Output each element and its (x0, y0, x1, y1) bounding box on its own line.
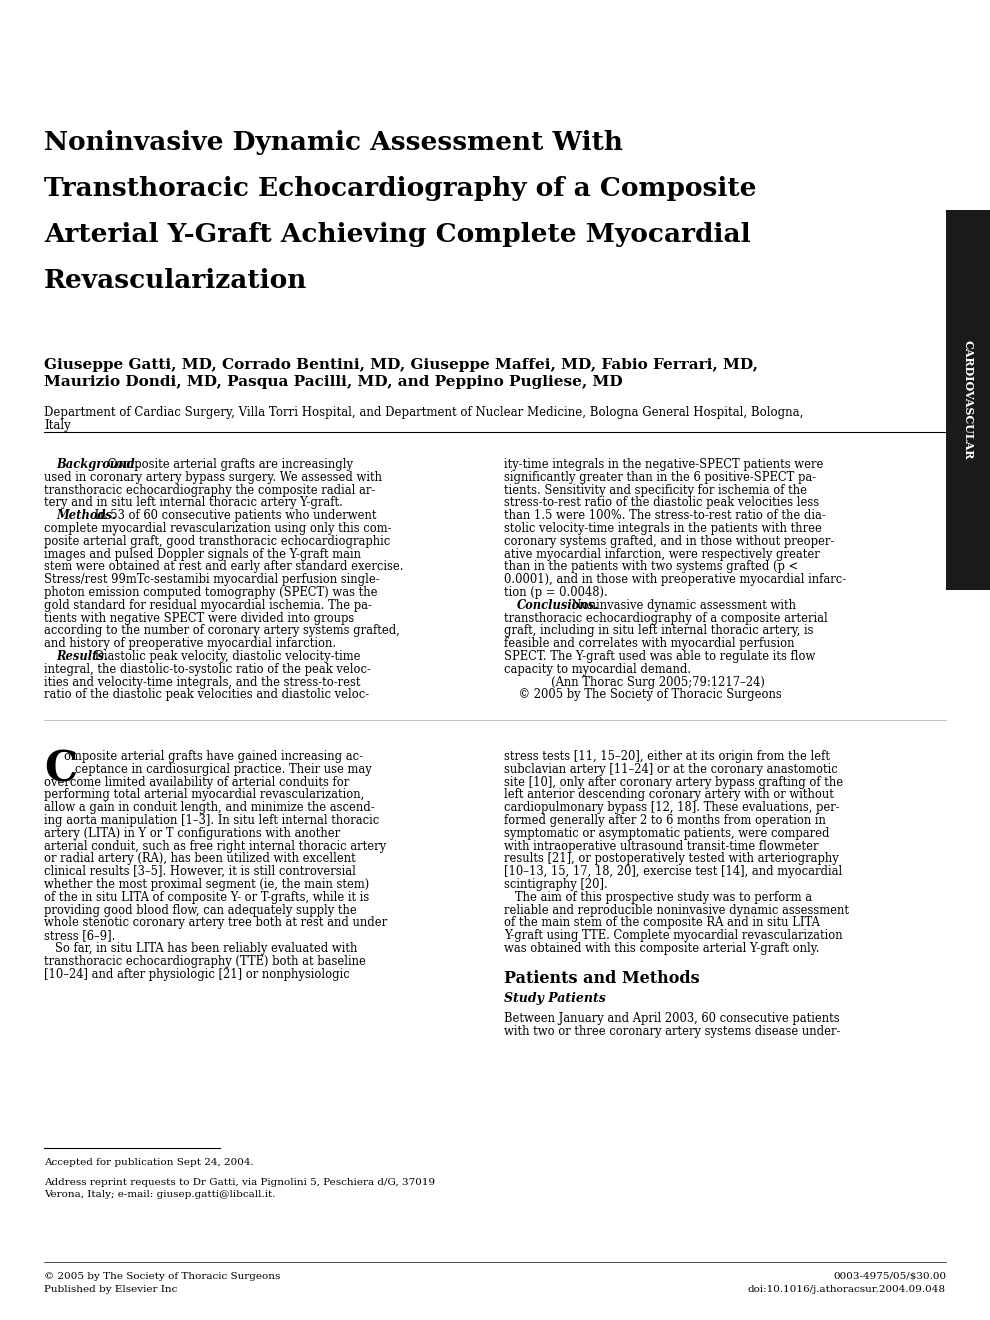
Text: artery (LITA) in Y or T configurations with another: artery (LITA) in Y or T configurations w… (44, 826, 341, 840)
Text: 0.0001), and in those with preoperative myocardial infarc-: 0.0001), and in those with preoperative … (504, 573, 846, 586)
Text: of the main stem of the composite RA and in situ LITA: of the main stem of the composite RA and… (504, 916, 820, 929)
Text: Stress/rest 99mTc-sestamibi myocardial perfusion single-: Stress/rest 99mTc-sestamibi myocardial p… (44, 573, 379, 586)
Text: So far, in situ LITA has been reliably evaluated with: So far, in situ LITA has been reliably e… (44, 942, 357, 954)
Text: Composite arterial grafts are increasingly: Composite arterial grafts are increasing… (104, 458, 353, 471)
Text: or radial artery (RA), has been utilized with excellent: or radial artery (RA), has been utilized… (44, 853, 355, 866)
Text: was obtained with this composite arterial Y-graft only.: was obtained with this composite arteria… (504, 942, 820, 954)
Text: stress tests [11, 15–20], either at its origin from the left: stress tests [11, 15–20], either at its … (504, 750, 830, 763)
Text: whole stenotic coronary artery tree both at rest and under: whole stenotic coronary artery tree both… (44, 916, 387, 929)
Text: with intraoperative ultrasound transit-time flowmeter: with intraoperative ultrasound transit-t… (504, 840, 819, 853)
Text: [10–24] and after physiologic [21] or nonphysiologic: [10–24] and after physiologic [21] or no… (44, 968, 349, 981)
Text: stress [6–9].: stress [6–9]. (44, 929, 116, 942)
Text: Published by Elsevier Inc: Published by Elsevier Inc (44, 1284, 177, 1294)
Text: CARDIOVASCULAR: CARDIOVASCULAR (962, 341, 973, 459)
Text: stolic velocity-time integrals in the patients with three: stolic velocity-time integrals in the pa… (504, 521, 822, 535)
Text: Between January and April 2003, 60 consecutive patients: Between January and April 2003, 60 conse… (504, 1012, 840, 1026)
Text: providing good blood flow, can adequately supply the: providing good blood flow, can adequatel… (44, 904, 356, 916)
Text: ities and velocity-time integrals, and the stress-to-rest: ities and velocity-time integrals, and t… (44, 676, 360, 689)
Text: Diastolic peak velocity, diastolic velocity-time: Diastolic peak velocity, diastolic veloc… (91, 649, 360, 663)
Text: tion (p = 0.0048).: tion (p = 0.0048). (504, 586, 608, 599)
Text: In 53 of 60 consecutive patients who underwent: In 53 of 60 consecutive patients who und… (91, 510, 376, 523)
Text: Department of Cardiac Surgery, Villa Torri Hospital, and Department of Nuclear M: Department of Cardiac Surgery, Villa Tor… (44, 407, 803, 418)
Text: Noninvasive Dynamic Assessment With: Noninvasive Dynamic Assessment With (44, 129, 623, 154)
Text: results [21], or postoperatively tested with arteriography: results [21], or postoperatively tested … (504, 853, 839, 866)
Bar (946, 210, 990, 590)
Text: with two or three coronary artery systems disease under-: with two or three coronary artery system… (504, 1024, 841, 1038)
Text: Y-graft using TTE. Complete myocardial revascularization: Y-graft using TTE. Complete myocardial r… (504, 929, 842, 942)
Text: SPECT. The Y-graft used was able to regulate its flow: SPECT. The Y-graft used was able to regu… (504, 649, 816, 663)
Text: arterial conduit, such as free right internal thoracic artery: arterial conduit, such as free right int… (44, 840, 386, 853)
Text: scintigraphy [20].: scintigraphy [20]. (504, 878, 608, 891)
Text: stress-to-rest ratio of the diastolic peak velocities less: stress-to-rest ratio of the diastolic pe… (504, 496, 819, 510)
Text: allow a gain in conduit length, and minimize the ascend-: allow a gain in conduit length, and mini… (44, 801, 374, 814)
Text: Maurizio Dondi, MD, Pasqua Pacilli, MD, and Peppino Pugliese, MD: Maurizio Dondi, MD, Pasqua Pacilli, MD, … (44, 375, 623, 389)
Text: left anterior descending coronary artery with or without: left anterior descending coronary artery… (504, 788, 834, 801)
Text: Results.: Results. (56, 649, 109, 663)
Text: Study Patients: Study Patients (504, 993, 606, 1005)
Text: (Ann Thorac Surg 2005;79:1217–24): (Ann Thorac Surg 2005;79:1217–24) (504, 676, 765, 689)
Text: of the in situ LITA of composite Y- or T-grafts, while it is: of the in situ LITA of composite Y- or T… (44, 891, 369, 904)
Text: tery and in situ left internal thoracic artery Y-graft.: tery and in situ left internal thoracic … (44, 496, 343, 510)
Text: significantly greater than in the 6 positive-SPECT pa-: significantly greater than in the 6 posi… (504, 471, 816, 484)
Text: clinical results [3–5]. However, it is still controversial: clinical results [3–5]. However, it is s… (44, 865, 355, 878)
Text: Address reprint requests to Dr Gatti, via Pignolini 5, Peschiera d/G, 37019: Address reprint requests to Dr Gatti, vi… (44, 1177, 436, 1187)
Text: reliable and reproducible noninvasive dynamic assessment: reliable and reproducible noninvasive dy… (504, 904, 849, 916)
Text: omposite arterial grafts have gained increasing ac-: omposite arterial grafts have gained inc… (64, 750, 363, 763)
Text: Background.: Background. (56, 458, 140, 471)
Text: © 2005 by The Society of Thoracic Surgeons: © 2005 by The Society of Thoracic Surgeo… (504, 689, 782, 701)
Text: stem were obtained at rest and early after standard exercise.: stem were obtained at rest and early aft… (44, 561, 404, 573)
Text: ceptance in cardiosurgical practice. Their use may: ceptance in cardiosurgical practice. The… (64, 763, 372, 776)
Text: posite arterial graft, good transthoracic echocardiographic: posite arterial graft, good transthoraci… (44, 535, 390, 548)
Text: Patients and Methods: Patients and Methods (504, 970, 700, 987)
Text: graft, including in situ left internal thoracic artery, is: graft, including in situ left internal t… (504, 624, 814, 638)
Text: 0003-4975/05/$30.00: 0003-4975/05/$30.00 (833, 1272, 946, 1280)
Text: Methods.: Methods. (56, 510, 117, 523)
Text: performing total arterial myocardial revascularization,: performing total arterial myocardial rev… (44, 788, 364, 801)
Text: used in coronary artery bypass surgery. We assessed with: used in coronary artery bypass surgery. … (44, 471, 382, 484)
Text: formed generally after 2 to 6 months from operation in: formed generally after 2 to 6 months fro… (504, 814, 826, 828)
Text: ity-time integrals in the negative-SPECT patients were: ity-time integrals in the negative-SPECT… (504, 458, 824, 471)
Text: C: C (44, 748, 77, 789)
Text: Italy: Italy (44, 418, 70, 432)
Text: tients with negative SPECT were divided into groups: tients with negative SPECT were divided … (44, 611, 354, 624)
Text: ratio of the diastolic peak velocities and diastolic veloc-: ratio of the diastolic peak velocities a… (44, 689, 369, 701)
Text: transthoracic echocardiography the composite radial ar-: transthoracic echocardiography the compo… (44, 483, 375, 496)
Text: symptomatic or asymptomatic patients, were compared: symptomatic or asymptomatic patients, we… (504, 826, 830, 840)
Text: transthoracic echocardiography (TTE) both at baseline: transthoracic echocardiography (TTE) bot… (44, 954, 366, 968)
Text: ative myocardial infarction, were respectively greater: ative myocardial infarction, were respec… (504, 548, 820, 561)
Text: Conclusions.: Conclusions. (517, 599, 599, 611)
Text: coronary systems grafted, and in those without preoper-: coronary systems grafted, and in those w… (504, 535, 835, 548)
Text: capacity to myocardial demand.: capacity to myocardial demand. (504, 663, 691, 676)
Text: [10–13, 15, 17, 18, 20], exercise test [14], and myocardial: [10–13, 15, 17, 18, 20], exercise test [… (504, 865, 842, 878)
Text: feasible and correlates with myocardial perfusion: feasible and correlates with myocardial … (504, 638, 795, 651)
Text: integral, the diastolic-to-systolic ratio of the peak veloc-: integral, the diastolic-to-systolic rati… (44, 663, 371, 676)
Text: Revascularization: Revascularization (44, 268, 307, 293)
Text: gold standard for residual myocardial ischemia. The pa-: gold standard for residual myocardial is… (44, 599, 372, 611)
Text: images and pulsed Doppler signals of the Y-graft main: images and pulsed Doppler signals of the… (44, 548, 361, 561)
Text: site [10], only after coronary artery bypass grafting of the: site [10], only after coronary artery by… (504, 776, 843, 788)
Text: than in the patients with two systems grafted (p <: than in the patients with two systems gr… (504, 561, 798, 573)
Text: according to the number of coronary artery systems grafted,: according to the number of coronary arte… (44, 624, 400, 638)
Text: Transthoracic Echocardiography of a Composite: Transthoracic Echocardiography of a Comp… (44, 176, 756, 201)
Text: tients. Sensitivity and specificity for ischemia of the: tients. Sensitivity and specificity for … (504, 483, 807, 496)
Text: The aim of this prospective study was to perform a: The aim of this prospective study was to… (504, 891, 812, 904)
Text: Verona, Italy; e-mail: giusep.gatti@libcall.it.: Verona, Italy; e-mail: giusep.gatti@libc… (44, 1191, 275, 1199)
Text: and history of preoperative myocardial infarction.: and history of preoperative myocardial i… (44, 638, 337, 651)
Text: ing aorta manipulation [1–3]. In situ left internal thoracic: ing aorta manipulation [1–3]. In situ le… (44, 814, 379, 828)
Text: Arterial Y-Graft Achieving Complete Myocardial: Arterial Y-Graft Achieving Complete Myoc… (44, 222, 750, 247)
Text: whether the most proximal segment (ie, the main stem): whether the most proximal segment (ie, t… (44, 878, 369, 891)
Text: Giuseppe Gatti, MD, Corrado Bentini, MD, Giuseppe Maffei, MD, Fabio Ferrari, MD,: Giuseppe Gatti, MD, Corrado Bentini, MD,… (44, 358, 758, 372)
Text: © 2005 by The Society of Thoracic Surgeons: © 2005 by The Society of Thoracic Surgeo… (44, 1272, 280, 1280)
Text: cardiopulmonary bypass [12, 18]. These evaluations, per-: cardiopulmonary bypass [12, 18]. These e… (504, 801, 840, 814)
Text: subclavian artery [11–24] or at the coronary anastomotic: subclavian artery [11–24] or at the coro… (504, 763, 838, 776)
Text: Noninvasive dynamic assessment with: Noninvasive dynamic assessment with (568, 599, 796, 611)
Text: doi:10.1016/j.athoracsur.2004.09.048: doi:10.1016/j.athoracsur.2004.09.048 (748, 1284, 946, 1294)
Text: complete myocardial revascularization using only this com-: complete myocardial revascularization us… (44, 521, 391, 535)
Text: overcome limited availability of arterial conduits for: overcome limited availability of arteria… (44, 776, 349, 788)
Text: transthoracic echocardiography of a composite arterial: transthoracic echocardiography of a comp… (504, 611, 828, 624)
Text: than 1.5 were 100%. The stress-to-rest ratio of the dia-: than 1.5 were 100%. The stress-to-rest r… (504, 510, 826, 523)
Text: Accepted for publication Sept 24, 2004.: Accepted for publication Sept 24, 2004. (44, 1158, 253, 1167)
Text: photon emission computed tomography (SPECT) was the: photon emission computed tomography (SPE… (44, 586, 377, 599)
